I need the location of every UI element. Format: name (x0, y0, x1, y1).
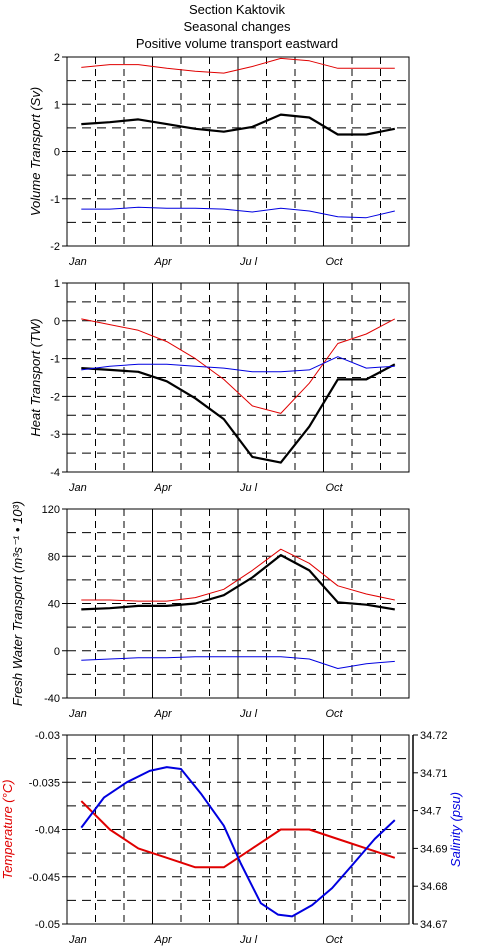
month-label: Oct (326, 934, 344, 946)
month-label: Jan (68, 482, 87, 494)
month-label: Ju l (239, 256, 258, 268)
y-tick-label: -0.05 (35, 919, 60, 931)
y-tick-label: 40 (48, 599, 60, 611)
month-label: Oct (326, 256, 344, 268)
month-label: Jan (68, 256, 87, 268)
figure-title-line-1: Section Kaktovik (189, 2, 286, 17)
month-label: Apr (154, 934, 173, 946)
y-tick-label: -2 (50, 241, 60, 253)
plot-frame (66, 282, 410, 473)
month-label: Ju l (239, 482, 258, 494)
y2-tick-label: 34.7 (420, 806, 441, 818)
y-axis-label: Heat Transport (TW) (28, 318, 43, 436)
y-tick-label: 1 (54, 99, 60, 111)
month-label: Jan (68, 934, 87, 946)
month-label: Oct (326, 708, 344, 720)
month-label: Oct (326, 482, 344, 494)
y-tick-label: -2 (50, 391, 60, 403)
y-tick-label: -0.03 (35, 730, 60, 742)
month-label: Apr (154, 256, 173, 268)
y2-tick-label: 34.67 (420, 919, 448, 931)
y-tick-label: -0.04 (35, 825, 60, 837)
series-line-2 (81, 113, 396, 136)
series-line-3 (81, 356, 395, 373)
y-axis-label: Fresh Water Transport (m³s⁻¹ • 10³) (10, 501, 25, 706)
series-line-1 (81, 548, 395, 602)
figure-title-line-3: Positive volume transport eastward (136, 36, 338, 51)
y-tick-label: -4 (50, 467, 60, 479)
y-tick-label: -0.045 (29, 872, 60, 884)
y-tick-label: 0 (54, 316, 60, 328)
series-line-3 (81, 656, 395, 669)
y2-tick-label: 34.72 (420, 730, 448, 742)
y2-axis-label: Salinity (psu) (448, 792, 463, 867)
y-tick-label: -1 (50, 354, 60, 366)
y2-tick-label: 34.71 (420, 768, 448, 780)
month-label: Ju l (239, 708, 258, 720)
y-axis-label: Temperature (°C) (0, 779, 15, 879)
y-tick-label: 120 (42, 504, 60, 516)
y-tick-label: -40 (44, 693, 60, 705)
y-tick-label: -0.035 (29, 777, 60, 789)
y-tick-label: 0 (54, 646, 60, 658)
month-label: Ju l (239, 934, 258, 946)
series-line-2 (81, 553, 395, 611)
y2-tick-label: 34.68 (420, 881, 448, 893)
series-line-1 (81, 318, 396, 414)
month-label: Jan (68, 708, 87, 720)
y-tick-label: -1 (50, 194, 60, 206)
y-tick-label: 80 (48, 551, 60, 563)
y-tick-label: 2 (54, 52, 60, 64)
series-line-1 (81, 57, 395, 74)
y-tick-label: -3 (50, 429, 60, 441)
month-label: Apr (154, 708, 173, 720)
figure-title-line-2: Seasonal changes (184, 19, 291, 34)
y2-tick-label: 34.69 (420, 843, 448, 855)
series-line-2 (80, 766, 396, 918)
series-line-2 (81, 363, 396, 464)
y-axis-label: Volume Transport (Sv) (28, 87, 43, 216)
y-tick-label: 0 (54, 147, 60, 159)
month-label: Apr (154, 482, 173, 494)
series-line-3 (81, 206, 395, 219)
y-tick-label: 1 (54, 278, 60, 290)
